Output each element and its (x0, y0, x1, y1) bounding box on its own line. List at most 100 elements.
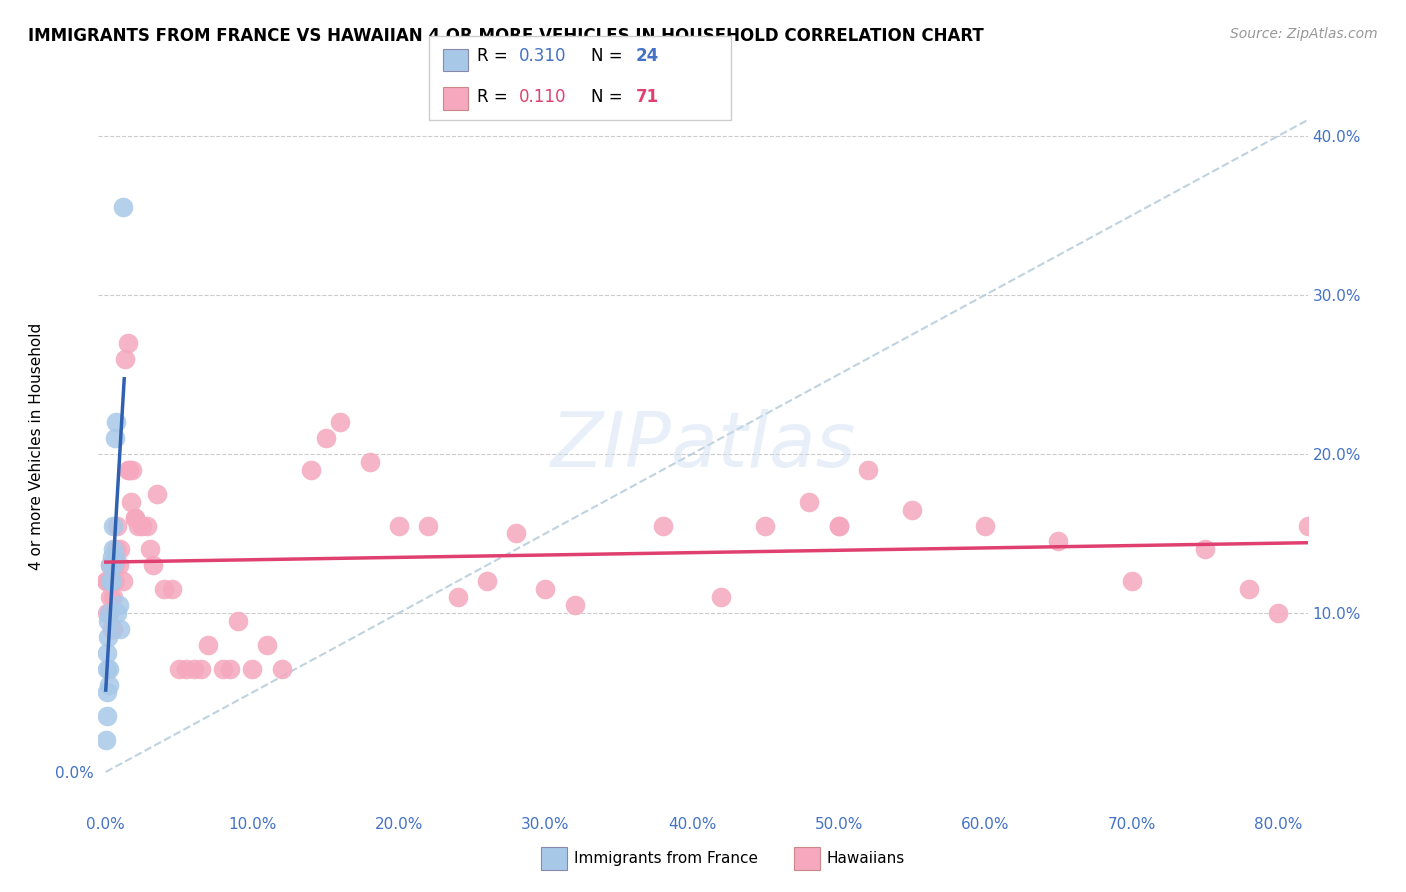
Point (197, 638, 219, 652)
Point (167, 662, 190, 676)
Point (901, 502, 924, 516)
Point (359, 455, 381, 469)
Point (146, 486, 169, 500)
Point (974, 518, 997, 533)
Point (710, 590, 733, 604)
Point (120, 494, 142, 508)
Point (98, 558, 121, 573)
Point (96, 574, 118, 589)
Point (108, 558, 131, 573)
Point (446, 590, 468, 604)
Point (240, 662, 263, 676)
Point (112, 201, 135, 215)
Text: R =: R = (477, 88, 513, 106)
Point (142, 558, 165, 573)
Point (1237, 582, 1260, 596)
Point (96, 646, 118, 660)
Point (856, 463, 879, 477)
Point (101, 590, 124, 604)
Point (475, 574, 498, 589)
Point (96, 630, 118, 644)
Point (651, 518, 673, 533)
Point (160, 582, 183, 596)
Point (212, 662, 235, 676)
Point (1047, 534, 1070, 549)
Point (329, 415, 352, 429)
Text: Hawaiians: Hawaiians (827, 851, 905, 865)
Point (117, 463, 139, 477)
Point (105, 542, 128, 557)
Point (299, 463, 322, 477)
Point (96, 709, 118, 723)
Point (138, 542, 160, 557)
Point (124, 510, 146, 524)
Point (534, 582, 557, 596)
Point (97, 574, 120, 589)
Point (121, 463, 143, 477)
Point (97, 606, 120, 620)
Point (127, 518, 149, 533)
Text: 71: 71 (636, 88, 658, 106)
Point (114, 351, 136, 366)
Point (135, 518, 157, 533)
Point (564, 598, 586, 612)
Y-axis label: 4 or more Vehicles in Household: 4 or more Vehicles in Household (28, 322, 44, 570)
Point (97, 614, 120, 628)
Text: Immigrants from France: Immigrants from France (574, 851, 758, 865)
Text: ZIPatlas: ZIPatlas (550, 409, 856, 483)
Point (105, 415, 128, 429)
Point (112, 574, 135, 589)
Point (124, 510, 146, 524)
Point (107, 606, 129, 620)
Point (103, 431, 125, 445)
Point (98, 590, 121, 604)
Point (98, 574, 121, 589)
Point (103, 558, 125, 573)
Point (176, 662, 198, 676)
Point (118, 463, 141, 477)
Point (107, 518, 129, 533)
Point (388, 518, 411, 533)
Point (418, 518, 440, 533)
Point (190, 662, 212, 676)
Point (101, 518, 124, 533)
Point (1296, 518, 1319, 533)
Point (131, 518, 153, 533)
Point (97, 677, 120, 691)
Text: Source: ZipAtlas.com: Source: ZipAtlas.com (1230, 27, 1378, 41)
Point (256, 638, 278, 652)
Point (101, 622, 124, 636)
Point (97, 606, 120, 620)
Point (117, 335, 139, 350)
Point (827, 518, 849, 533)
Point (153, 582, 176, 596)
Point (799, 494, 821, 508)
Point (96, 662, 118, 676)
Point (226, 614, 249, 628)
Point (100, 574, 122, 589)
Point (96, 574, 118, 589)
Text: N =: N = (591, 88, 627, 106)
Point (108, 598, 131, 612)
Text: 0.110: 0.110 (519, 88, 567, 106)
Point (100, 550, 122, 565)
Text: R =: R = (477, 47, 513, 65)
Point (100, 574, 122, 589)
Point (96, 606, 118, 620)
Point (505, 526, 527, 541)
Point (103, 550, 125, 565)
Point (1267, 606, 1289, 620)
Text: IMMIGRANTS FROM FRANCE VS HAWAIIAN 4 OR MORE VEHICLES IN HOUSEHOLD CORRELATION C: IMMIGRANTS FROM FRANCE VS HAWAIIAN 4 OR … (28, 27, 984, 45)
Point (219, 662, 242, 676)
Point (101, 558, 124, 573)
Point (97, 662, 120, 676)
Point (110, 542, 132, 557)
Point (754, 518, 776, 533)
Text: 0.310: 0.310 (519, 47, 567, 65)
Point (315, 431, 337, 445)
Point (1194, 542, 1216, 557)
Point (101, 542, 124, 557)
Point (827, 518, 849, 533)
Point (96, 733, 118, 747)
Text: 24: 24 (636, 47, 659, 65)
